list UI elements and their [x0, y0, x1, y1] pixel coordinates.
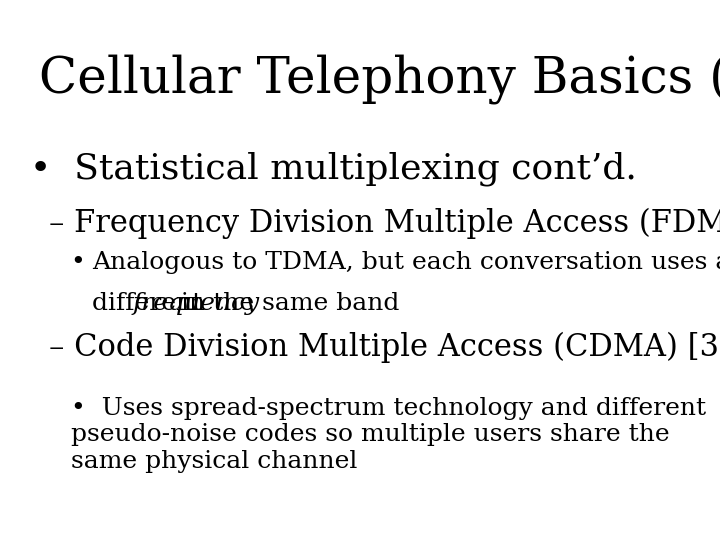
Text: •  Uses spread-spectrum technology and different
pseudo-noise codes so multiple : • Uses spread-spectrum technology and di… — [71, 397, 706, 473]
Text: – Frequency Division Multiple Access (FDMA): – Frequency Division Multiple Access (FD… — [49, 208, 720, 239]
Text: – Code Division Multiple Access (CDMA) [38]: – Code Division Multiple Access (CDMA) [… — [49, 332, 720, 363]
Text: frequency: frequency — [132, 292, 259, 315]
Text: •  Statistical multiplexing cont’d.: • Statistical multiplexing cont’d. — [30, 151, 636, 186]
Text: •: • — [71, 251, 102, 274]
Text: Analogous to TDMA, but each conversation uses a: Analogous to TDMA, but each conversation… — [92, 251, 720, 274]
Text: different: different — [92, 292, 210, 315]
Text: in the same band: in the same band — [174, 292, 400, 315]
Text: Cellular Telephony Basics (5): Cellular Telephony Basics (5) — [40, 54, 720, 104]
